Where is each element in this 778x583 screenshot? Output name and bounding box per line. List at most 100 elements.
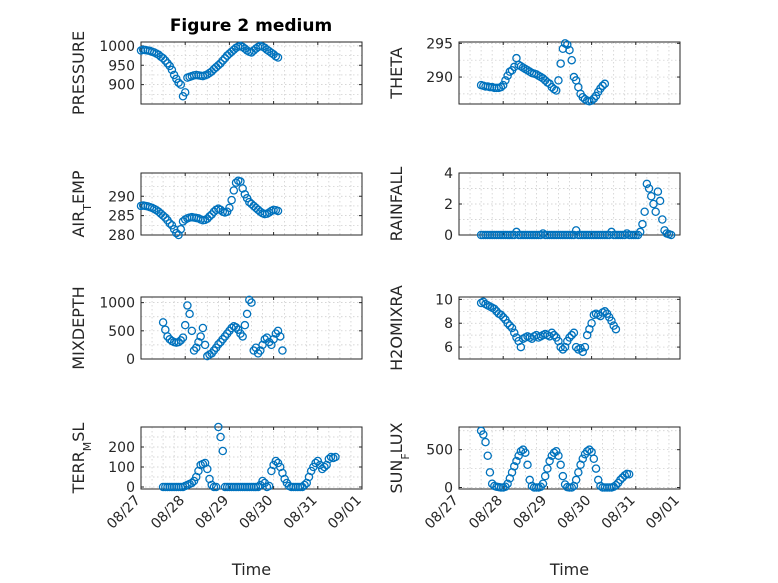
subplot-rainfall: 0 2 4 RAINFALL xyxy=(387,166,681,244)
data-point xyxy=(571,475,581,485)
data-point xyxy=(214,340,223,349)
y-tick-label: 500 xyxy=(108,324,135,340)
data-point xyxy=(638,219,647,229)
data-point xyxy=(218,446,228,456)
y-axis-label: RAINFALL xyxy=(387,167,406,242)
y-tick-label: 4 xyxy=(444,166,453,182)
data-point xyxy=(580,342,590,352)
data-point xyxy=(558,345,568,354)
data-point xyxy=(163,59,172,68)
data-point xyxy=(523,460,532,470)
data-point xyxy=(174,337,183,347)
x-axis-label: Time xyxy=(231,560,271,579)
data-point xyxy=(216,432,225,442)
data-series xyxy=(158,295,287,361)
y-tick-label: 900 xyxy=(108,78,135,94)
data-point xyxy=(616,475,625,485)
data-series xyxy=(476,179,676,240)
y-tick-label: 0 xyxy=(126,480,135,496)
y-axis-label: H2OMIXRA xyxy=(387,285,406,371)
data-point xyxy=(620,471,630,480)
y-tick-label: 10 xyxy=(435,292,453,308)
data-series xyxy=(476,426,634,492)
y-tick-label: 1000 xyxy=(99,39,135,55)
data-point xyxy=(178,333,188,342)
data-point xyxy=(176,224,186,234)
data-point xyxy=(203,214,212,223)
y-tick-label: 500 xyxy=(426,443,453,459)
data-point xyxy=(180,88,190,97)
data-point xyxy=(554,451,563,460)
data-point xyxy=(503,318,512,328)
y-tick-label: 290 xyxy=(108,189,135,205)
data-point xyxy=(567,330,576,340)
data-point xyxy=(273,206,283,216)
data-point xyxy=(591,464,601,473)
y-tick-label: 2 xyxy=(444,197,453,213)
y-tick-label: 950 xyxy=(108,58,135,74)
data-point xyxy=(509,328,519,338)
data-point xyxy=(574,468,583,477)
data-point xyxy=(503,71,512,80)
data-point xyxy=(514,451,523,460)
data-point xyxy=(225,203,234,213)
data-point xyxy=(214,422,223,432)
data-point xyxy=(481,437,490,447)
data-point xyxy=(498,313,508,322)
data-point xyxy=(538,479,548,488)
x-tick-label: 09/01 xyxy=(325,493,365,533)
x-axis-label: Time xyxy=(549,560,589,579)
data-point xyxy=(176,80,186,89)
data-point xyxy=(556,59,565,68)
data-point xyxy=(247,298,256,307)
data-point xyxy=(607,316,616,326)
y-tick-label: 8 xyxy=(444,316,453,332)
data-point xyxy=(501,76,510,85)
data-point xyxy=(174,230,183,240)
data-point xyxy=(275,332,285,341)
data-point xyxy=(214,61,223,70)
axes-frame xyxy=(140,426,363,490)
subplot-theta: 290 295 THETA xyxy=(387,36,681,106)
subplot-pressure: 900 950 1000 PRESSURE xyxy=(69,31,363,115)
y-tick-label: 6 xyxy=(444,340,453,356)
data-point xyxy=(509,462,519,471)
data-point xyxy=(496,82,506,92)
data-point xyxy=(490,304,499,314)
data-point xyxy=(264,481,274,491)
x-tick-label: 09/01 xyxy=(643,493,683,533)
y-axis-label: AIRTEMP xyxy=(69,170,94,237)
data-point xyxy=(598,81,607,91)
data-point xyxy=(600,307,610,316)
data-point xyxy=(158,54,168,63)
data-point xyxy=(258,476,267,486)
data-point xyxy=(498,80,508,90)
data-point xyxy=(161,213,170,222)
grid xyxy=(141,173,362,235)
x-tick-label: 08/29 xyxy=(510,493,550,533)
data-point xyxy=(556,460,565,470)
data-point xyxy=(624,470,634,479)
axes-frame xyxy=(140,41,363,105)
data-point xyxy=(644,184,654,193)
y-tick-label: 290 xyxy=(426,70,453,86)
data-point xyxy=(556,342,565,352)
data-point xyxy=(571,226,581,235)
data-point xyxy=(253,482,263,492)
data-series xyxy=(476,297,621,357)
data-series xyxy=(136,176,283,240)
data-point xyxy=(174,78,183,87)
data-point xyxy=(551,446,561,456)
data-point xyxy=(587,96,596,105)
data-point xyxy=(649,199,658,209)
data-point xyxy=(278,346,287,355)
data-point xyxy=(267,340,276,350)
data-point xyxy=(647,191,656,201)
grid xyxy=(459,173,680,235)
y-axis-label: SUNFLUX xyxy=(387,422,412,493)
data-point xyxy=(516,446,526,456)
data-point xyxy=(271,456,281,466)
data-point xyxy=(227,195,236,205)
data-point xyxy=(216,59,225,68)
